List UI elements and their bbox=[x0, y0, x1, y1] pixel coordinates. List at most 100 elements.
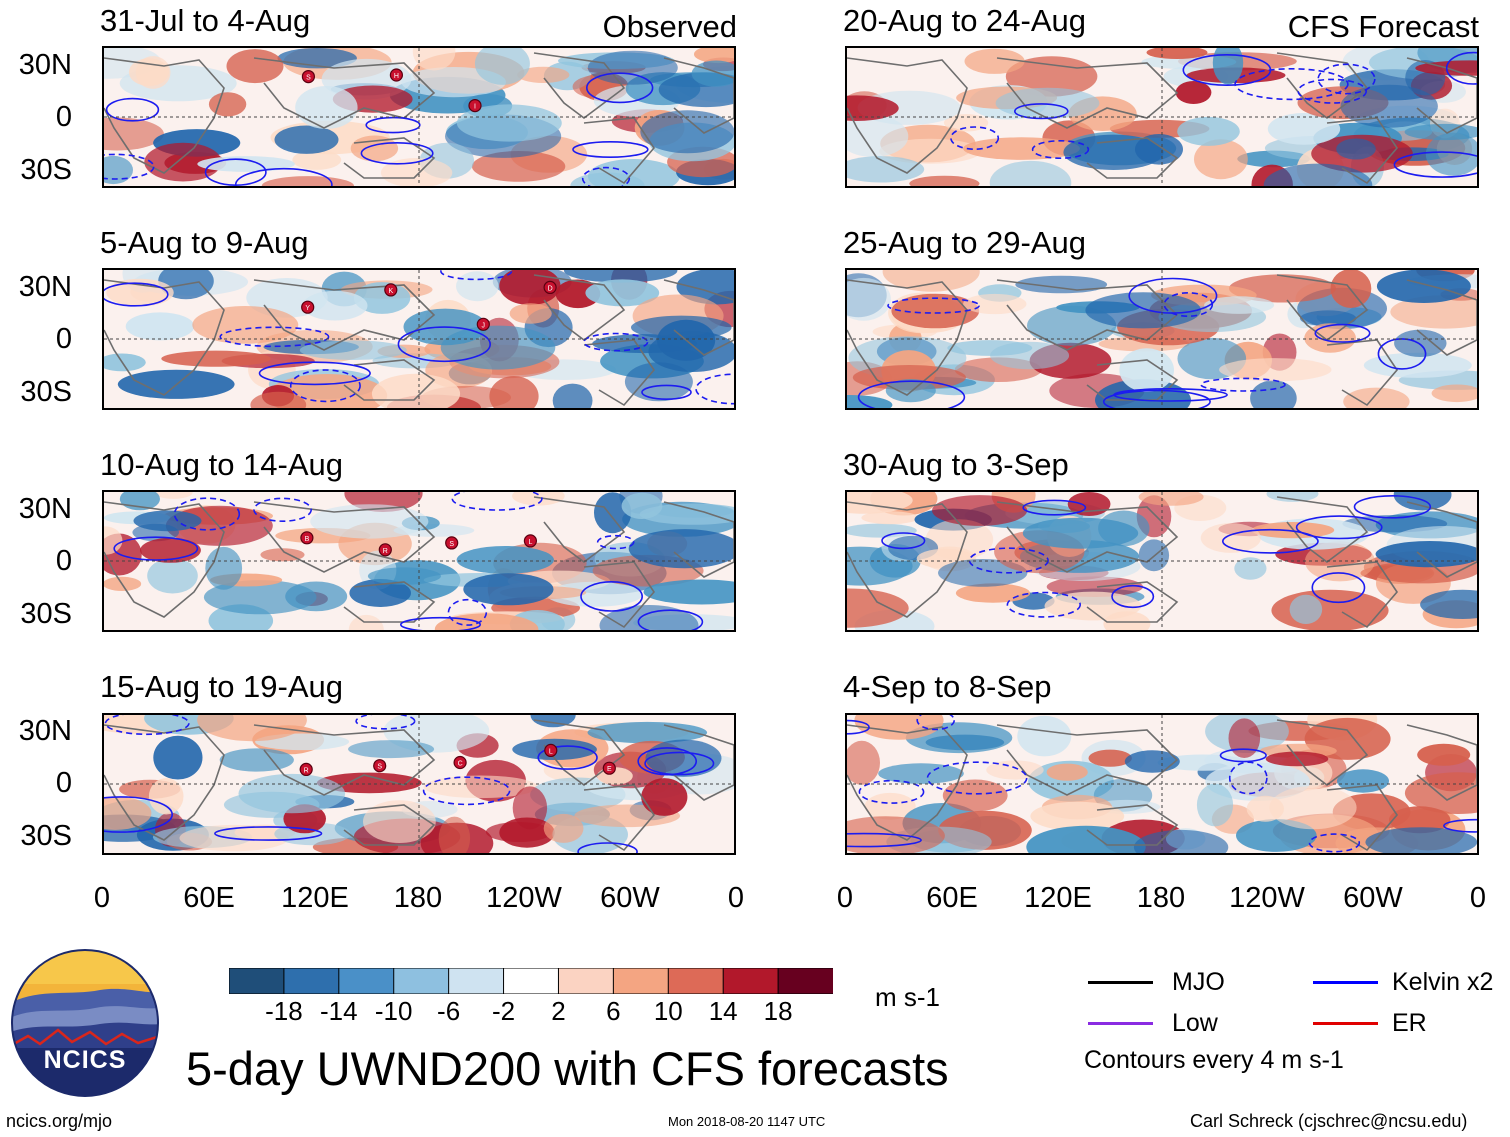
wind-anomaly-blob bbox=[1026, 825, 1146, 853]
map-panel: S H I bbox=[102, 46, 736, 188]
wind-anomaly-blob bbox=[363, 800, 436, 843]
colorbar-tick-label: 10 bbox=[653, 996, 683, 1026]
wind-anomaly-blob bbox=[587, 50, 678, 85]
wind-anomaly-blob bbox=[543, 813, 584, 843]
coastline bbox=[847, 724, 968, 841]
kelvin-contour bbox=[1353, 495, 1432, 519]
wind-anomaly-blob bbox=[854, 715, 944, 740]
wind-anomaly-blob bbox=[555, 279, 601, 309]
wind-anomaly-blob bbox=[456, 271, 499, 302]
wind-anomaly-blob bbox=[1390, 295, 1477, 329]
wind-anomaly-blob bbox=[299, 340, 407, 360]
kelvin-contour bbox=[1182, 54, 1272, 86]
wind-anomaly-blob bbox=[434, 613, 539, 630]
coastline bbox=[1086, 137, 1179, 179]
wind-anomaly-blob bbox=[1212, 48, 1244, 85]
y-tick-label: 30N bbox=[18, 49, 72, 81]
kelvin-contour bbox=[214, 826, 323, 841]
wind-anomaly-blob bbox=[847, 156, 925, 183]
wind-anomaly-blob bbox=[1376, 270, 1471, 303]
logo-text: NCICS bbox=[43, 1046, 127, 1074]
kelvin-contour bbox=[1014, 103, 1069, 120]
panel-title: 25-Aug to 29-Aug bbox=[843, 225, 1087, 260]
kelvin-contour bbox=[104, 153, 155, 180]
kelvin-contour bbox=[847, 832, 922, 848]
wind-anomaly-blob bbox=[1135, 134, 1183, 165]
map-panel bbox=[845, 713, 1479, 855]
colorbar-tick-label: 14 bbox=[708, 996, 738, 1026]
storm-label: C bbox=[458, 761, 463, 768]
wind-anomaly-blob bbox=[1336, 138, 1376, 160]
wind-anomaly-blob bbox=[474, 48, 530, 85]
coastline bbox=[1406, 279, 1477, 356]
wind-anomaly-blob bbox=[552, 383, 593, 408]
wind-anomaly-blob bbox=[1271, 589, 1389, 630]
storm-marker bbox=[543, 280, 557, 294]
coastline bbox=[253, 279, 436, 351]
wind-anomaly-blob bbox=[348, 740, 435, 759]
wind-anomaly-blob bbox=[585, 279, 660, 307]
panel-title: 31-Jul to 4-Aug bbox=[100, 3, 311, 38]
storm-marker bbox=[299, 762, 313, 777]
wind-anomaly-blob bbox=[104, 117, 164, 151]
kelvin-contour bbox=[173, 497, 241, 531]
wind-anomaly-blob bbox=[463, 573, 554, 606]
storm-label: L bbox=[549, 748, 553, 755]
contour-note: Contours every 4 m s-1 bbox=[1084, 1046, 1344, 1074]
x-tick-label: 0 bbox=[727, 882, 745, 914]
wind-anomaly-blob bbox=[986, 760, 1044, 780]
kelvin-contour bbox=[1295, 515, 1383, 540]
storm-label: S bbox=[449, 541, 454, 548]
wind-anomaly-blob bbox=[631, 315, 732, 340]
legend-label-mjo: MJO bbox=[1172, 968, 1225, 996]
wind-anomaly-blob bbox=[885, 379, 936, 403]
kelvin-contour bbox=[365, 116, 421, 134]
coastline bbox=[996, 279, 1179, 351]
wind-anomaly-blob bbox=[628, 529, 734, 569]
kelvin-contour bbox=[1200, 377, 1286, 392]
kelvin-contour bbox=[887, 297, 980, 314]
map-panel bbox=[845, 46, 1479, 188]
wind-anomaly-blob bbox=[1046, 763, 1088, 781]
footer-url[interactable]: ncics.org/mjo bbox=[6, 1111, 113, 1131]
legend-line-low bbox=[1088, 1022, 1153, 1025]
kelvin-contour bbox=[577, 842, 638, 853]
wind-anomaly-blob bbox=[192, 306, 299, 344]
kelvin-contour bbox=[258, 361, 371, 386]
kelvin-contour bbox=[105, 97, 160, 122]
kelvin-contour bbox=[1297, 78, 1368, 104]
coastline bbox=[663, 57, 734, 134]
kelvin-contour bbox=[1128, 277, 1218, 314]
wind-anomaly-blob bbox=[942, 779, 1008, 812]
wind-anomaly-blob bbox=[1431, 384, 1477, 403]
wind-anomaly-blob bbox=[1404, 772, 1477, 814]
wind-anomaly-blob bbox=[1234, 557, 1267, 580]
storm-marker bbox=[468, 98, 482, 113]
colorbar-tick-label: 18 bbox=[763, 996, 793, 1026]
wind-anomaly-blob bbox=[882, 270, 980, 292]
wind-anomaly-blob bbox=[1196, 783, 1234, 827]
wind-anomaly-blob bbox=[1219, 358, 1332, 382]
wind-anomaly-blob bbox=[963, 137, 1080, 160]
x-tick-label: 60E bbox=[183, 882, 235, 914]
colorbar-tick-label: -2 bbox=[491, 996, 516, 1026]
wind-anomaly-blob bbox=[1269, 785, 1357, 830]
wind-anomaly-blob bbox=[1205, 762, 1311, 801]
wind-anomaly-blob bbox=[1289, 594, 1323, 624]
kelvin-contour bbox=[360, 142, 434, 165]
wind-anomaly-blob bbox=[456, 104, 562, 142]
coastline bbox=[343, 137, 436, 179]
kelvin-contour bbox=[881, 532, 926, 550]
wind-anomaly-blob bbox=[943, 114, 989, 132]
kelvin-contour bbox=[1445, 51, 1477, 85]
coastline bbox=[343, 804, 436, 846]
coastline bbox=[533, 274, 626, 341]
kelvin-contour bbox=[1311, 572, 1366, 604]
wind-anomaly-blob bbox=[1389, 806, 1451, 834]
legend-label-er: ER bbox=[1392, 1009, 1427, 1037]
storm-label: Y bbox=[305, 305, 310, 312]
colorbar-tick-label: 2 bbox=[551, 996, 566, 1026]
storm-label: R bbox=[304, 767, 309, 774]
wind-anomaly-blob bbox=[955, 583, 1031, 603]
coastline bbox=[1276, 719, 1369, 786]
